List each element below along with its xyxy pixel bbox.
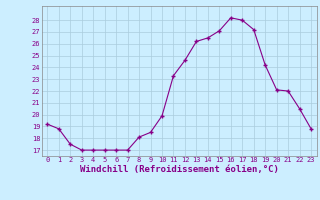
X-axis label: Windchill (Refroidissement éolien,°C): Windchill (Refroidissement éolien,°C) [80, 165, 279, 174]
